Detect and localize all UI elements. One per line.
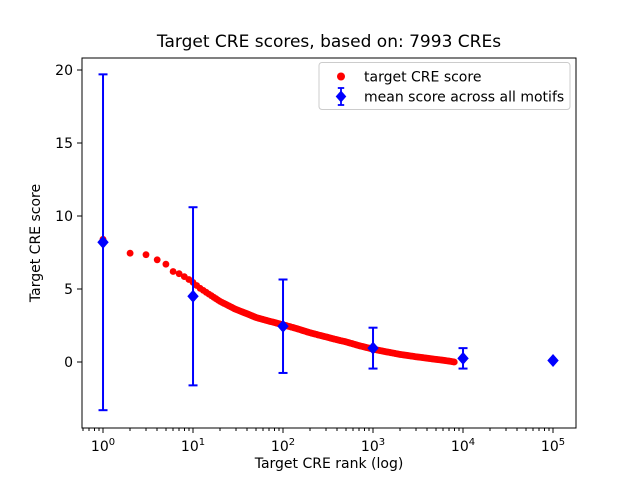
scatter-point — [142, 251, 150, 259]
legend-target-score-marker — [337, 72, 345, 81]
y-tick-label: 15 — [55, 136, 73, 152]
mean-diamond — [547, 354, 559, 368]
mean-diamond — [187, 289, 199, 303]
mean-diamond — [335, 90, 347, 103]
mean-diamond — [97, 235, 109, 249]
y-tick-label: 20 — [55, 63, 73, 79]
scatter-point — [153, 256, 161, 264]
legend-label-target-score: target CRE score — [364, 70, 481, 86]
x-tick-label: 100 — [91, 437, 115, 455]
target-score-series — [99, 235, 458, 366]
scatter-point — [162, 260, 170, 268]
x-tick-label: 105 — [541, 437, 565, 455]
plot-border — [81, 57, 577, 429]
x-tick-label: 103 — [361, 437, 385, 455]
legend-label-mean-score: mean score across all motifs — [364, 90, 564, 106]
x-tick-label: 102 — [271, 437, 295, 455]
scatter-point — [450, 358, 458, 366]
y-axis-label: Target CRE score — [28, 184, 44, 303]
y-tick-label: 0 — [64, 355, 73, 371]
plot-area: 100 101 102 103 104 105 0 5 10 15 20 target CRE sco… — [55, 57, 577, 455]
scatter-point — [169, 268, 177, 275]
x-tick-label: 101 — [181, 437, 205, 455]
mean-diamond — [367, 341, 379, 355]
mean-diamond — [457, 351, 469, 365]
mean-score-series — [97, 73, 559, 412]
chart-title: Target CRE scores, based on: 7993 CREs — [156, 32, 501, 52]
mean-diamond — [277, 319, 289, 333]
y-tick-label: 5 — [64, 282, 73, 298]
x-axis-label: Target CRE rank (log) — [254, 456, 404, 472]
scatter-point — [126, 249, 134, 257]
x-tick-label: 104 — [451, 437, 475, 455]
scatter-point — [175, 270, 183, 278]
legend-box — [318, 62, 571, 110]
y-tick-label: 10 — [55, 209, 73, 225]
legend: target CRE score mean score across all mo… — [318, 62, 571, 110]
